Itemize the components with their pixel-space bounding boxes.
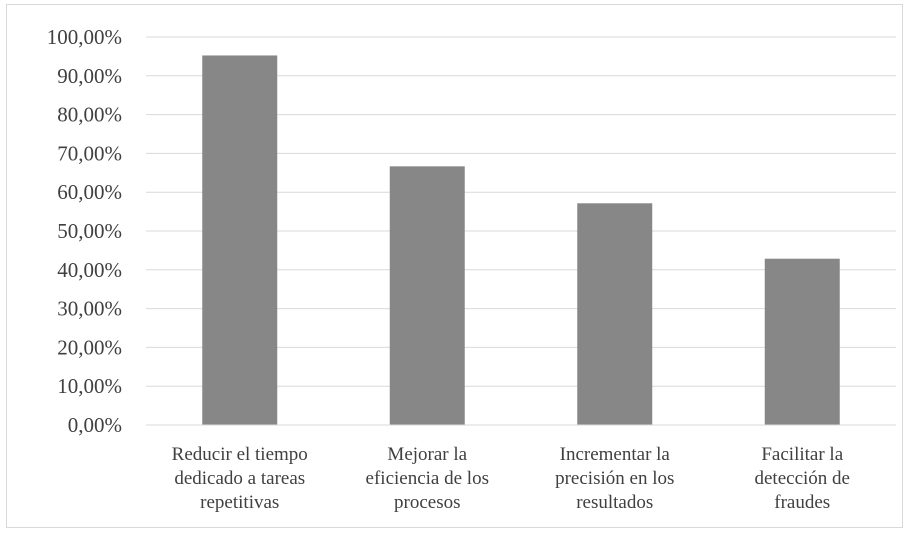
x-category-label: Mejorar la eficiencia de los procesos (366, 444, 489, 513)
y-tick-label: 70,00% (57, 141, 122, 165)
x-category-label-line: dedicado a tareas (174, 468, 305, 489)
x-category-label: Reducir el tiempo dedicado a tareas repeti… (172, 444, 308, 513)
y-tick-label: 30,00% (57, 297, 122, 321)
y-tick-label: 50,00% (57, 219, 122, 243)
x-category-label-line: Incrementar la (560, 444, 671, 465)
y-tick-label: 60,00% (57, 180, 122, 204)
bar (577, 203, 653, 425)
x-axis-categories: Reducir el tiempo dedicado a tareas repeti… (172, 444, 850, 513)
bar (202, 55, 278, 425)
y-tick-label: 90,00% (57, 64, 122, 88)
x-category-label-line: fraudes (774, 492, 830, 513)
y-tick-label: 10,00% (57, 374, 122, 398)
y-axis-ticks: 0,00% 10,00% 20,00% 30,00% 40,00% 50,00% 60,00… (47, 25, 122, 437)
y-tick-label: 100,00% (47, 25, 122, 49)
y-tick-label: 40,00% (57, 258, 122, 282)
x-category-label-line: procesos (394, 492, 460, 513)
bar (764, 258, 840, 425)
bar (389, 166, 465, 425)
x-category-label-line: Reducir el tiempo (172, 444, 308, 465)
x-category-label: Facilitar la detección de fraudes (755, 444, 850, 513)
bars (202, 55, 840, 425)
x-category-label-line: Mejorar la (387, 444, 467, 465)
x-category-label: Incrementar la precisión en los resultados (555, 444, 674, 513)
y-tick-label: 0,00% (68, 413, 122, 437)
x-category-label-line: resultados (576, 492, 653, 513)
x-category-label-line: Facilitar la (761, 444, 843, 465)
x-category-label-line: precisión en los (555, 468, 674, 489)
x-category-label-line: detección de (755, 468, 850, 489)
y-tick-label: 20,00% (57, 335, 122, 359)
x-category-label-line: repetitivas (200, 492, 279, 513)
y-tick-label: 80,00% (57, 103, 122, 127)
x-category-label-line: eficiencia de los (366, 468, 489, 489)
